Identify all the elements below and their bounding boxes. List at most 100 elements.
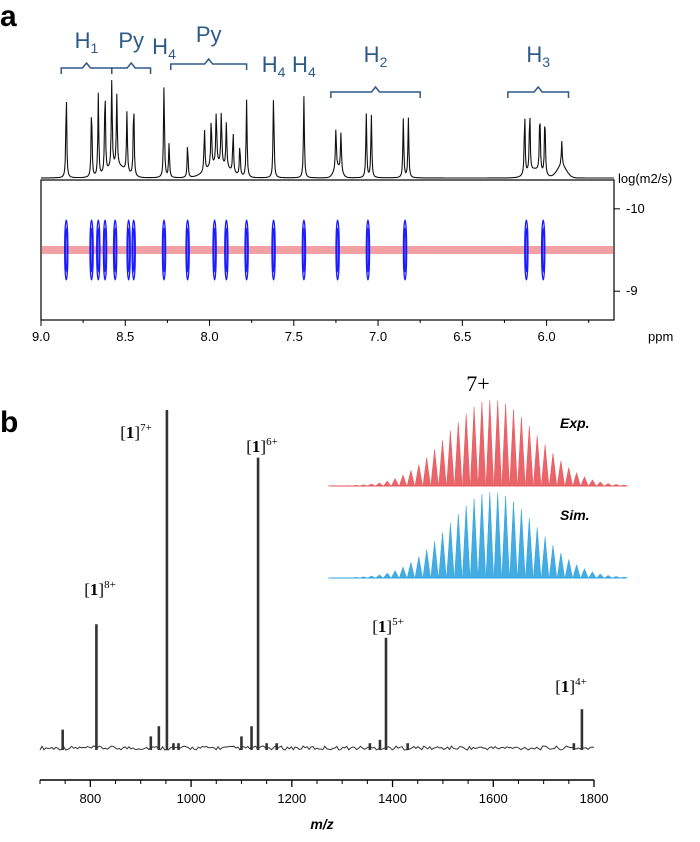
isotope-peak (485, 492, 494, 579)
dosy-spot (366, 227, 370, 273)
isotope-peak (580, 476, 589, 487)
isotope-peak (493, 492, 502, 579)
ms-x-axis-label: m/z (310, 816, 333, 832)
ms-x-tick-label: 1000 (177, 791, 206, 806)
dosy-y-tick-label: -10 (626, 201, 645, 216)
isotope-peak (548, 545, 558, 579)
isotope-peak (548, 453, 558, 487)
isotope-peak (398, 474, 408, 487)
isotope-peak (588, 479, 597, 487)
isotope-peak (572, 563, 581, 579)
isotope-peak (477, 494, 486, 579)
dosy-spot (185, 219, 190, 281)
isotope-peak (430, 449, 439, 487)
isotope-peak (390, 477, 400, 487)
dosy-spot (245, 227, 248, 273)
dosy-spot (365, 219, 371, 281)
dosy-spot (103, 227, 107, 273)
isotope-peak (406, 562, 416, 579)
isotope-peak (438, 440, 447, 487)
isotope-peak (414, 556, 423, 579)
nmr-x-ticks: 9.0 8.5 8.0 7.5 7.0 6.5 6.0 (32, 320, 590, 344)
assignment-label: H4 (152, 34, 176, 62)
dosy-spot (402, 219, 408, 281)
isotope-peak (422, 457, 431, 487)
dosy-spot (335, 219, 340, 281)
isotope-peak (398, 566, 408, 579)
dosy-spot (96, 219, 101, 281)
isotope-peak (493, 400, 502, 487)
dosy-spot (224, 219, 229, 281)
isotope-peak (509, 501, 518, 579)
ms-peaks (61, 410, 584, 750)
dosy-spots (64, 219, 546, 281)
ms-x-tick-label: 1200 (277, 791, 306, 806)
ms-peak-label: [1]4+ (555, 676, 587, 696)
assignment-bracket (507, 85, 570, 98)
inset-exp-isotope-pattern (328, 400, 628, 487)
dosy-spot (113, 227, 117, 273)
inset-sim-label: Sim. (560, 507, 590, 523)
isotope-peak (501, 404, 510, 487)
isotope-peak (556, 460, 565, 487)
assignment-label: H2 (364, 42, 388, 70)
isotope-peak (470, 406, 479, 487)
isotope-peak (470, 498, 479, 579)
isotope-peak (509, 409, 518, 487)
isotope-peak (501, 496, 510, 579)
isotope-peak (414, 464, 423, 487)
isotope-peak (454, 513, 463, 579)
isotope-peak (454, 421, 463, 487)
ms-baseline-noise (39, 745, 595, 751)
dosy-spot (336, 227, 339, 273)
nmr-x-tick-label: 8.5 (116, 329, 134, 344)
isotope-peak (485, 400, 494, 487)
dosy-spot (271, 219, 276, 281)
assignment-bracket (60, 61, 113, 74)
ms-peak-label: [1]5+ (372, 616, 404, 636)
ms-peak-labels: [1]8+ [1]7+ [1]6+ [1]5+ [1]4+ (84, 422, 587, 696)
assignment-bracket (111, 61, 152, 74)
dosy-spot (244, 219, 249, 281)
assignment-label: H3 (526, 42, 550, 70)
dosy-diffusion-band (42, 246, 613, 254)
dosy-spot (97, 227, 100, 273)
nmr-x-axis-unit: ppm (648, 329, 673, 344)
isotope-peak (438, 532, 447, 579)
isotope-peak (525, 518, 534, 579)
assignment-label: H4 (262, 52, 286, 80)
isotope-peak (517, 417, 526, 487)
isotope-peak (517, 509, 526, 579)
nmr-x-tick-label: 7.0 (369, 329, 387, 344)
dosy-spot (302, 227, 306, 273)
isotope-peak (422, 549, 431, 579)
dosy-spot (272, 227, 275, 273)
nmr-x-tick-label: 9.0 (32, 329, 50, 344)
assignment-label: H1 (75, 28, 99, 56)
isotope-peak (541, 536, 550, 579)
nmr-x-tick-label: 7.5 (285, 329, 303, 344)
ms-x-tick-label: 800 (80, 791, 102, 806)
nmr-x-tick-label: 6.5 (453, 329, 471, 344)
isotope-peak (390, 569, 400, 579)
dosy-spot (112, 219, 118, 281)
isotope-peak (595, 573, 605, 579)
isotope-peak (580, 568, 589, 579)
dosy-spot (213, 227, 216, 273)
dosy-spot (525, 227, 528, 273)
inset-title: 7+ (466, 371, 489, 396)
isotope-peak (446, 431, 455, 487)
ms-x-tick-label: 1600 (479, 791, 508, 806)
dosy-spot (212, 219, 217, 281)
dosy-spot (403, 227, 407, 273)
ms-peak-label: [1]6+ (246, 436, 278, 456)
nmr-x-tick-label: 6.0 (538, 329, 556, 344)
assignment-bracket (330, 85, 421, 98)
isotope-peak (541, 444, 550, 487)
assignment-bracket (170, 57, 248, 70)
dosy-spot (162, 227, 166, 273)
isotope-peak (533, 435, 542, 487)
dosy-spot (102, 219, 108, 281)
ms-x-tick-label: 1400 (378, 791, 407, 806)
